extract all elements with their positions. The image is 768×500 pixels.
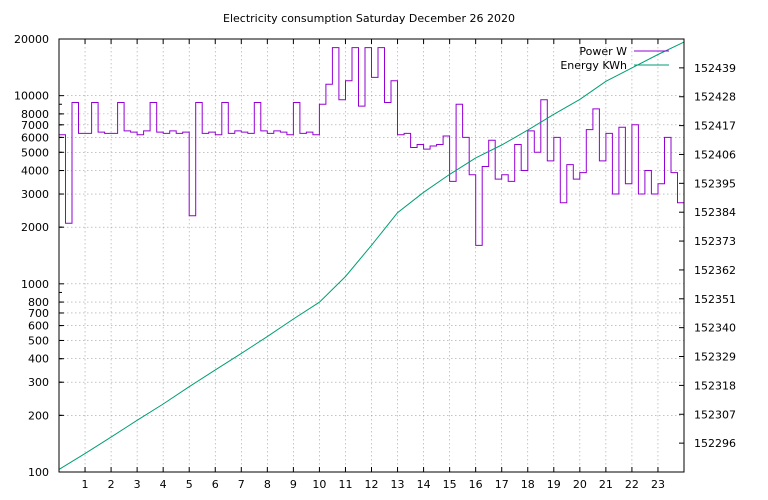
- y2-tick-label: 152318: [694, 379, 736, 392]
- y-tick-label: 4000: [21, 165, 49, 178]
- y-tick-label: 10000: [14, 90, 49, 103]
- y-tick-label: 2000: [21, 221, 49, 234]
- y-tick-label: 7000: [21, 119, 49, 132]
- x-tick-label: 22: [625, 478, 639, 491]
- y2-tick-label: 152384: [694, 206, 736, 219]
- y2-tick-label: 152296: [694, 437, 736, 450]
- y-tick-label: 3000: [21, 188, 49, 201]
- energy-series-line: [58, 41, 685, 470]
- x-tick-label: 20: [573, 478, 587, 491]
- x-tick-label: 11: [338, 478, 352, 491]
- axis-ticks: 1 2 3 4 5 6 7 8 9 10 11 12 13 14 15 16 17 18 19 20 21 22 23100…: [14, 33, 736, 491]
- y2-tick-label: 152329: [694, 351, 736, 364]
- y-tick-label: 100: [28, 466, 49, 479]
- x-tick-label: 19: [547, 478, 561, 491]
- chart-title: Electricity consumption Saturday Decembe…: [223, 12, 515, 25]
- y2-tick-label: 152340: [694, 322, 736, 335]
- x-tick-label: 21: [599, 478, 613, 491]
- y2-tick-label: 152351: [694, 293, 736, 306]
- plot-area: [58, 41, 685, 470]
- y2-tick-label: 152395: [694, 177, 736, 190]
- y2-tick-label: 152373: [694, 235, 736, 248]
- x-tick-label: 16: [469, 478, 483, 491]
- x-tick-label: 7: [238, 478, 245, 491]
- y-tick-label: 5000: [21, 146, 49, 159]
- legend-label: Energy KWh: [560, 59, 627, 72]
- x-tick-label: 12: [365, 478, 379, 491]
- y2-tick-label: 152362: [694, 264, 736, 277]
- legend-label: Power W: [579, 45, 627, 58]
- x-tick-label: 9: [290, 478, 297, 491]
- x-tick-label: 3: [134, 478, 141, 491]
- y2-tick-label: 152439: [694, 62, 736, 75]
- y-tick-label: 500: [28, 334, 49, 347]
- x-tick-label: 23: [651, 478, 665, 491]
- x-tick-label: 5: [186, 478, 193, 491]
- y-tick-label: 600: [28, 320, 49, 333]
- y-tick-label: 1000: [21, 278, 49, 291]
- x-tick-label: 14: [417, 478, 431, 491]
- y2-tick-label: 152428: [694, 91, 736, 104]
- y-tick-label: 8000: [21, 108, 49, 121]
- y2-tick-label: 152307: [694, 408, 736, 421]
- y2-tick-label: 152406: [694, 148, 736, 161]
- x-tick-label: 18: [521, 478, 535, 491]
- y-tick-label: 400: [28, 353, 49, 366]
- x-tick-label: 4: [160, 478, 167, 491]
- x-tick-label: 6: [212, 478, 219, 491]
- x-tick-label: 2: [108, 478, 115, 491]
- y2-tick-label: 152417: [694, 120, 736, 133]
- y-tick-label: 6000: [21, 131, 49, 144]
- x-tick-label: 17: [495, 478, 509, 491]
- x-tick-label: 13: [391, 478, 405, 491]
- y-tick-label: 300: [28, 376, 49, 389]
- y-tick-label: 800: [28, 296, 49, 309]
- x-tick-label: 15: [443, 478, 457, 491]
- y-tick-label: 20000: [14, 33, 49, 46]
- x-tick-label: 1: [82, 478, 89, 491]
- x-tick-label: 8: [264, 478, 271, 491]
- y-tick-label: 200: [28, 409, 49, 422]
- x-tick-label: 10: [312, 478, 326, 491]
- power-series-line: [59, 47, 684, 246]
- y-tick-label: 700: [28, 307, 49, 320]
